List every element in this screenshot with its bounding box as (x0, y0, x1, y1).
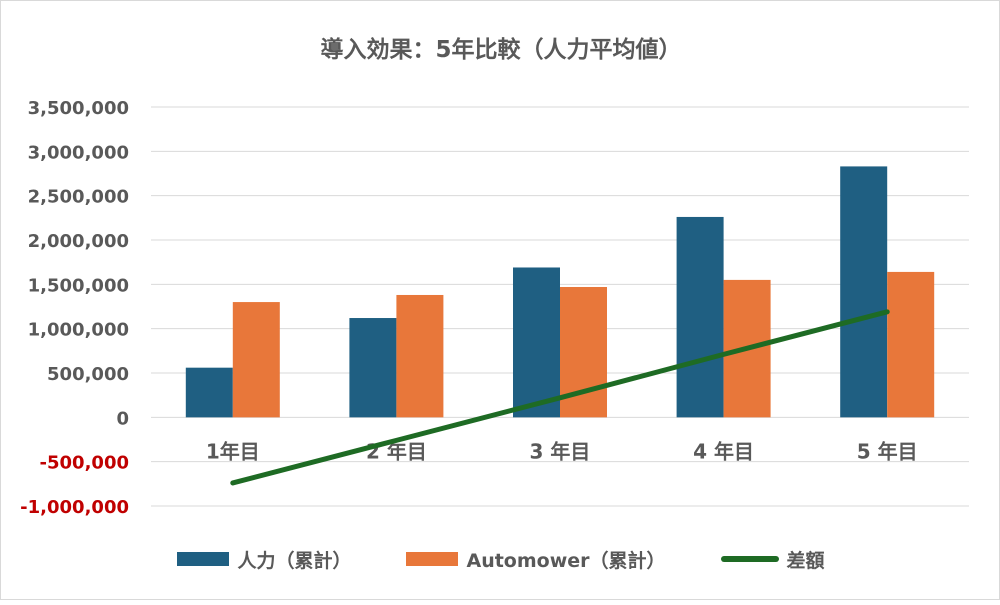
bar-manual (677, 217, 724, 417)
x-tick-label: 3 年目 (530, 439, 591, 463)
legend-item-automower: Automower（累計） (406, 546, 665, 573)
legend-swatch-manual (177, 552, 229, 566)
legend-item-difference: 差額 (721, 546, 825, 573)
bar-automower (887, 272, 934, 417)
legend-label-manual: 人力（累計） (237, 546, 351, 573)
y-axis-ticks: 3,500,000 3,000,000 2,500,000 2,000,000 1,50… (20, 98, 129, 518)
y-tick-label: -1,000,000 (20, 497, 129, 518)
bar-manual (186, 368, 233, 418)
legend-line-difference (721, 556, 779, 562)
y-tick-label: 2,000,000 (28, 231, 129, 252)
y-tick-label: 0 (116, 408, 129, 429)
y-tick-label: 3,000,000 (28, 142, 129, 163)
bar-automower (233, 302, 280, 417)
y-tick-label: 3,500,000 (28, 98, 129, 119)
bars (186, 166, 934, 417)
y-tick-label: 1,500,000 (28, 275, 129, 296)
x-tick-label: 1年目 (206, 439, 260, 463)
legend-label-automower: Automower（累計） (466, 546, 665, 573)
bar-manual (349, 318, 396, 417)
x-tick-label: 5 年目 (857, 439, 918, 463)
bar-automower (396, 295, 443, 417)
legend-swatch-automower (406, 552, 458, 566)
legend-label-difference: 差額 (787, 546, 825, 573)
y-tick-label: 500,000 (47, 364, 129, 385)
chart-title: 導入効果：5年比較（人力平均値） (320, 36, 681, 63)
bar-manual (513, 267, 560, 417)
y-tick-label: -500,000 (40, 453, 129, 474)
legend: 人力（累計） Automower（累計） 差額 (1, 539, 1000, 579)
y-tick-label: 1,000,000 (28, 320, 129, 341)
x-tick-label: 4 年目 (693, 439, 754, 463)
bar-manual (840, 166, 887, 417)
y-tick-label: 2,500,000 (28, 187, 129, 208)
legend-item-manual: 人力（累計） (177, 546, 351, 573)
